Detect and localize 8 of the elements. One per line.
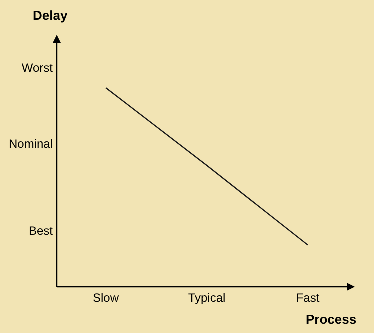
y-axis-title: Delay <box>33 8 68 23</box>
x-tick-label: Fast <box>296 291 320 306</box>
text: Worst <box>22 61 54 76</box>
x-axis-title: Process <box>306 312 357 327</box>
x-tick-label: Typical <box>188 291 226 306</box>
x-tick-label: Slow <box>92 291 120 306</box>
text: Nominal <box>8 137 53 152</box>
text: Best <box>28 224 54 238</box>
